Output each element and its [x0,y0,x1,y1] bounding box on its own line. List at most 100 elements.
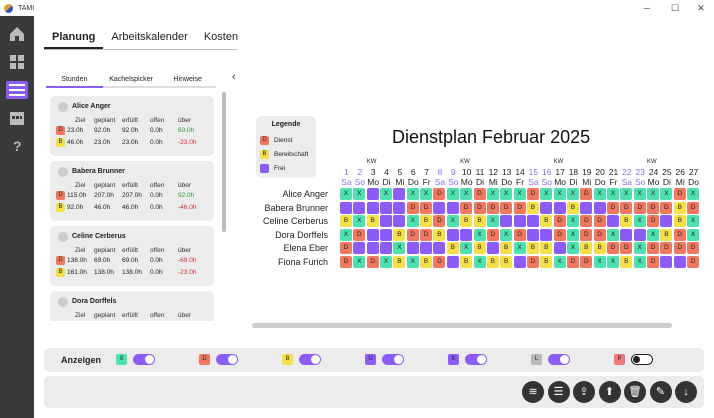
schedule-cell[interactable] [366,228,379,241]
schedule-cell[interactable]: B [433,228,446,241]
home-icon[interactable] [7,24,27,44]
schedule-cell[interactable]: B [500,256,513,268]
schedule-cell[interactable]: D [647,215,660,228]
schedule-cell[interactable]: B [673,215,686,228]
schedule-cell[interactable]: B [526,242,539,255]
help-icon[interactable]: ? [7,136,27,156]
schedule-cell[interactable]: D [687,242,700,255]
horizontal-scrollbar[interactable] [252,323,672,328]
schedule-cell[interactable]: X [633,242,646,255]
schedule-cell[interactable]: D [566,256,579,268]
schedule-cell[interactable]: D [513,228,526,241]
schedule-cell[interactable] [366,201,379,214]
schedule-cell[interactable]: D [473,188,486,200]
schedule-cell[interactable]: X [553,256,566,268]
schedule-cell[interactable] [593,201,606,214]
schedule-cell[interactable]: X [500,188,513,200]
schedule-cell[interactable]: D [673,242,686,255]
schedule-cell[interactable] [633,228,646,241]
schedule-cell[interactable]: X [446,188,459,200]
schedule-cell[interactable] [486,242,499,255]
schedule-cell[interactable]: X [486,188,499,200]
schedule-cell[interactable] [366,188,379,200]
filter-toggle[interactable] [216,354,238,365]
schedule-cell[interactable] [526,228,539,241]
schedule-cell[interactable] [353,242,366,255]
schedule-cell[interactable]: D [420,201,433,214]
schedule-cell[interactable] [620,228,633,241]
schedule-cell[interactable] [553,242,566,255]
filter-toggle[interactable] [299,354,321,365]
schedule-cell[interactable]: B [420,256,433,268]
schedule-cell[interactable]: B [620,256,633,268]
schedule-cell[interactable]: X [593,188,606,200]
schedule-cell[interactable]: X [607,228,619,241]
schedule-cell[interactable] [433,201,446,214]
schedule-cell[interactable]: X [633,215,646,228]
schedule-cell[interactable]: D [647,201,660,214]
schedule-cell[interactable] [340,201,352,214]
schedule-cell[interactable] [460,228,473,241]
tab-planung[interactable]: Planung [44,29,104,49]
schedule-cell[interactable]: D [553,228,566,241]
trash-icon[interactable]: 🗑 [624,381,646,403]
schedule-cell[interactable]: D [366,256,379,268]
schedule-cell[interactable]: X [660,188,673,200]
tab-kosten[interactable]: Kosten [203,31,239,43]
schedule-cell[interactable]: D [660,242,673,255]
schedule-cell[interactable]: X [406,256,419,268]
schedule-cell[interactable]: X [353,256,366,268]
schedule-cell[interactable]: D [580,256,593,268]
schedule-cell[interactable]: X [553,188,566,200]
schedule-cell[interactable]: D [486,201,499,214]
schedule-cell[interactable] [420,242,433,255]
schedule-cell[interactable] [393,201,406,214]
schedule-cell[interactable]: X [420,188,433,200]
download-icon[interactable]: ↓ [675,381,697,403]
schedule-cell[interactable] [446,228,459,241]
schedule-cell[interactable]: D [660,201,673,214]
layers-icon[interactable]: ≋ [522,381,544,403]
schedule-cell[interactable]: B [660,228,673,241]
schedule-cell[interactable] [580,201,593,214]
pencil-icon[interactable]: ✎ [649,381,672,403]
schedule-cell[interactable]: D [673,188,686,200]
schedule-cell[interactable]: D [647,256,660,268]
schedule-cell[interactable]: D [673,228,686,241]
filter-toggle[interactable] [133,354,155,365]
schedule-cell[interactable]: B [580,242,593,255]
employee-card[interactable]: Babera Brunner Ziel geplant erfüllt offen übe… [50,161,214,221]
schedule-cell[interactable]: X [566,215,579,228]
schedule-cell[interactable]: D [620,201,633,214]
schedule-cell[interactable]: X [473,228,486,241]
schedule-cell[interactable] [406,242,419,255]
schedule-cell[interactable]: X [353,215,366,228]
schedule-cell[interactable]: B [540,215,553,228]
schedule-cell[interactable]: B [460,215,473,228]
schedule-cell[interactable]: D [687,201,700,214]
schedule-cell[interactable]: B [420,215,433,228]
schedule-cell[interactable]: X [647,188,660,200]
schedule-cell[interactable]: X [353,188,366,200]
schedule-cell[interactable] [526,215,539,228]
schedule-cell[interactable] [380,215,393,228]
schedule-cell[interactable]: D [500,201,513,214]
tab-arbeitskalender[interactable]: Arbeitskalender [111,31,188,43]
schedule-cell[interactable]: B [393,228,406,241]
schedule-cell[interactable]: B [473,242,486,255]
schedule-cell[interactable]: D [340,256,352,268]
schedule-cell[interactable]: D [486,228,499,241]
schedule-cell[interactable] [366,242,379,255]
schedule-cell[interactable]: X [687,188,700,200]
schedule-cell[interactable]: X [620,188,633,200]
schedule-cell[interactable]: D [433,256,446,268]
schedule-cell[interactable]: X [380,256,393,268]
schedule-cell[interactable]: B [593,242,606,255]
schedule-cell[interactable]: D [607,201,619,214]
schedule-cell[interactable] [446,256,459,268]
schedule-cell[interactable]: X [446,215,459,228]
filter-toggle[interactable] [548,354,570,365]
schedule-cell[interactable]: X [566,242,579,255]
schedule-cell[interactable]: B [393,256,406,268]
schedule-cell[interactable]: D [687,256,700,268]
